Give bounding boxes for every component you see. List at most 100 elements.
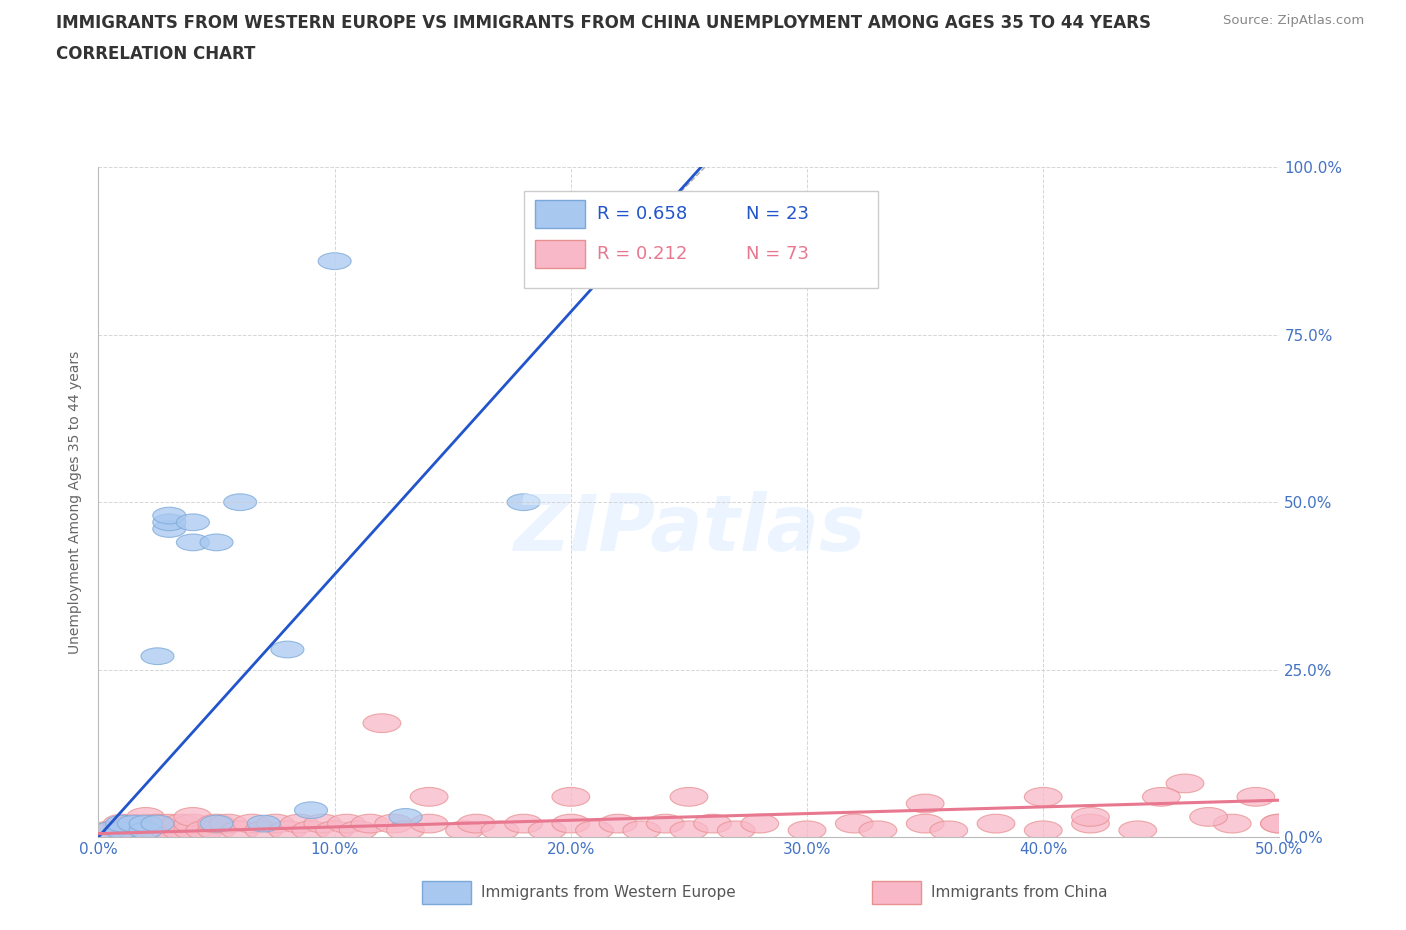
Ellipse shape — [280, 815, 318, 833]
Ellipse shape — [575, 821, 613, 840]
Ellipse shape — [907, 815, 943, 833]
Ellipse shape — [294, 802, 328, 818]
Ellipse shape — [553, 815, 589, 833]
Ellipse shape — [389, 808, 422, 825]
Ellipse shape — [316, 821, 353, 840]
Ellipse shape — [153, 507, 186, 524]
Ellipse shape — [1166, 774, 1204, 792]
Ellipse shape — [139, 815, 176, 833]
Ellipse shape — [1189, 807, 1227, 826]
Ellipse shape — [115, 821, 153, 840]
Y-axis label: Unemployment Among Ages 35 to 44 years: Unemployment Among Ages 35 to 44 years — [69, 351, 83, 654]
Ellipse shape — [141, 816, 174, 832]
Ellipse shape — [153, 521, 186, 538]
Text: N = 73: N = 73 — [745, 245, 808, 263]
Ellipse shape — [1143, 788, 1180, 806]
FancyBboxPatch shape — [536, 200, 585, 228]
Text: Immigrants from Western Europe: Immigrants from Western Europe — [481, 885, 735, 900]
Ellipse shape — [174, 821, 212, 840]
Ellipse shape — [529, 821, 567, 840]
Ellipse shape — [859, 821, 897, 840]
Ellipse shape — [671, 821, 707, 840]
Text: R = 0.212: R = 0.212 — [596, 245, 688, 263]
Ellipse shape — [599, 815, 637, 833]
Ellipse shape — [1071, 807, 1109, 826]
Ellipse shape — [375, 815, 412, 833]
Ellipse shape — [174, 815, 212, 833]
Ellipse shape — [1025, 821, 1062, 840]
Ellipse shape — [269, 821, 307, 840]
Ellipse shape — [481, 821, 519, 840]
Ellipse shape — [1261, 815, 1298, 833]
Text: CORRELATION CHART: CORRELATION CHART — [56, 45, 256, 62]
Text: Immigrants from China: Immigrants from China — [931, 885, 1108, 900]
Ellipse shape — [129, 822, 162, 839]
Ellipse shape — [693, 815, 731, 833]
Ellipse shape — [245, 821, 283, 840]
Ellipse shape — [233, 815, 271, 833]
FancyBboxPatch shape — [536, 240, 585, 268]
Ellipse shape — [717, 821, 755, 840]
Ellipse shape — [115, 815, 153, 833]
Ellipse shape — [292, 821, 330, 840]
Ellipse shape — [174, 807, 212, 826]
Ellipse shape — [446, 821, 484, 840]
Ellipse shape — [977, 815, 1015, 833]
Ellipse shape — [127, 821, 165, 840]
Ellipse shape — [94, 822, 127, 839]
Ellipse shape — [623, 821, 661, 840]
FancyBboxPatch shape — [523, 191, 877, 288]
Ellipse shape — [153, 514, 186, 531]
FancyBboxPatch shape — [872, 881, 921, 904]
Ellipse shape — [1237, 788, 1275, 806]
Ellipse shape — [505, 815, 543, 833]
Ellipse shape — [741, 815, 779, 833]
Ellipse shape — [141, 648, 174, 665]
Ellipse shape — [339, 821, 377, 840]
Text: IMMIGRANTS FROM WESTERN EUROPE VS IMMIGRANTS FROM CHINA UNEMPLOYMENT AMONG AGES : IMMIGRANTS FROM WESTERN EUROPE VS IMMIGR… — [56, 14, 1152, 32]
Ellipse shape — [176, 534, 209, 551]
Ellipse shape — [907, 794, 943, 813]
Ellipse shape — [127, 815, 165, 833]
Text: ZIPatlas: ZIPatlas — [513, 491, 865, 567]
Ellipse shape — [150, 821, 188, 840]
Ellipse shape — [224, 494, 257, 511]
Ellipse shape — [1119, 821, 1157, 840]
Ellipse shape — [129, 816, 162, 832]
Ellipse shape — [198, 821, 235, 840]
Ellipse shape — [162, 815, 200, 833]
FancyBboxPatch shape — [422, 881, 471, 904]
Ellipse shape — [318, 253, 352, 270]
Ellipse shape — [1071, 815, 1109, 833]
Ellipse shape — [304, 815, 342, 833]
Ellipse shape — [103, 815, 141, 833]
Ellipse shape — [671, 788, 707, 806]
Ellipse shape — [209, 815, 247, 833]
Ellipse shape — [1213, 815, 1251, 833]
Ellipse shape — [127, 807, 165, 826]
Ellipse shape — [186, 821, 224, 840]
Ellipse shape — [105, 822, 139, 839]
Ellipse shape — [91, 821, 129, 840]
Ellipse shape — [198, 815, 235, 833]
Ellipse shape — [105, 816, 139, 832]
Ellipse shape — [139, 821, 176, 840]
Ellipse shape — [247, 816, 280, 832]
Ellipse shape — [162, 821, 200, 840]
Ellipse shape — [411, 788, 449, 806]
Ellipse shape — [103, 821, 141, 840]
Ellipse shape — [221, 821, 259, 840]
Text: N = 23: N = 23 — [745, 205, 808, 222]
Ellipse shape — [553, 788, 589, 806]
Ellipse shape — [647, 815, 685, 833]
Ellipse shape — [411, 815, 449, 833]
Ellipse shape — [1025, 788, 1062, 806]
Ellipse shape — [257, 815, 294, 833]
Text: Source: ZipAtlas.com: Source: ZipAtlas.com — [1223, 14, 1364, 27]
Ellipse shape — [648, 266, 682, 283]
Ellipse shape — [271, 641, 304, 658]
Ellipse shape — [835, 815, 873, 833]
Ellipse shape — [150, 815, 188, 833]
Ellipse shape — [352, 815, 389, 833]
Ellipse shape — [387, 821, 425, 840]
